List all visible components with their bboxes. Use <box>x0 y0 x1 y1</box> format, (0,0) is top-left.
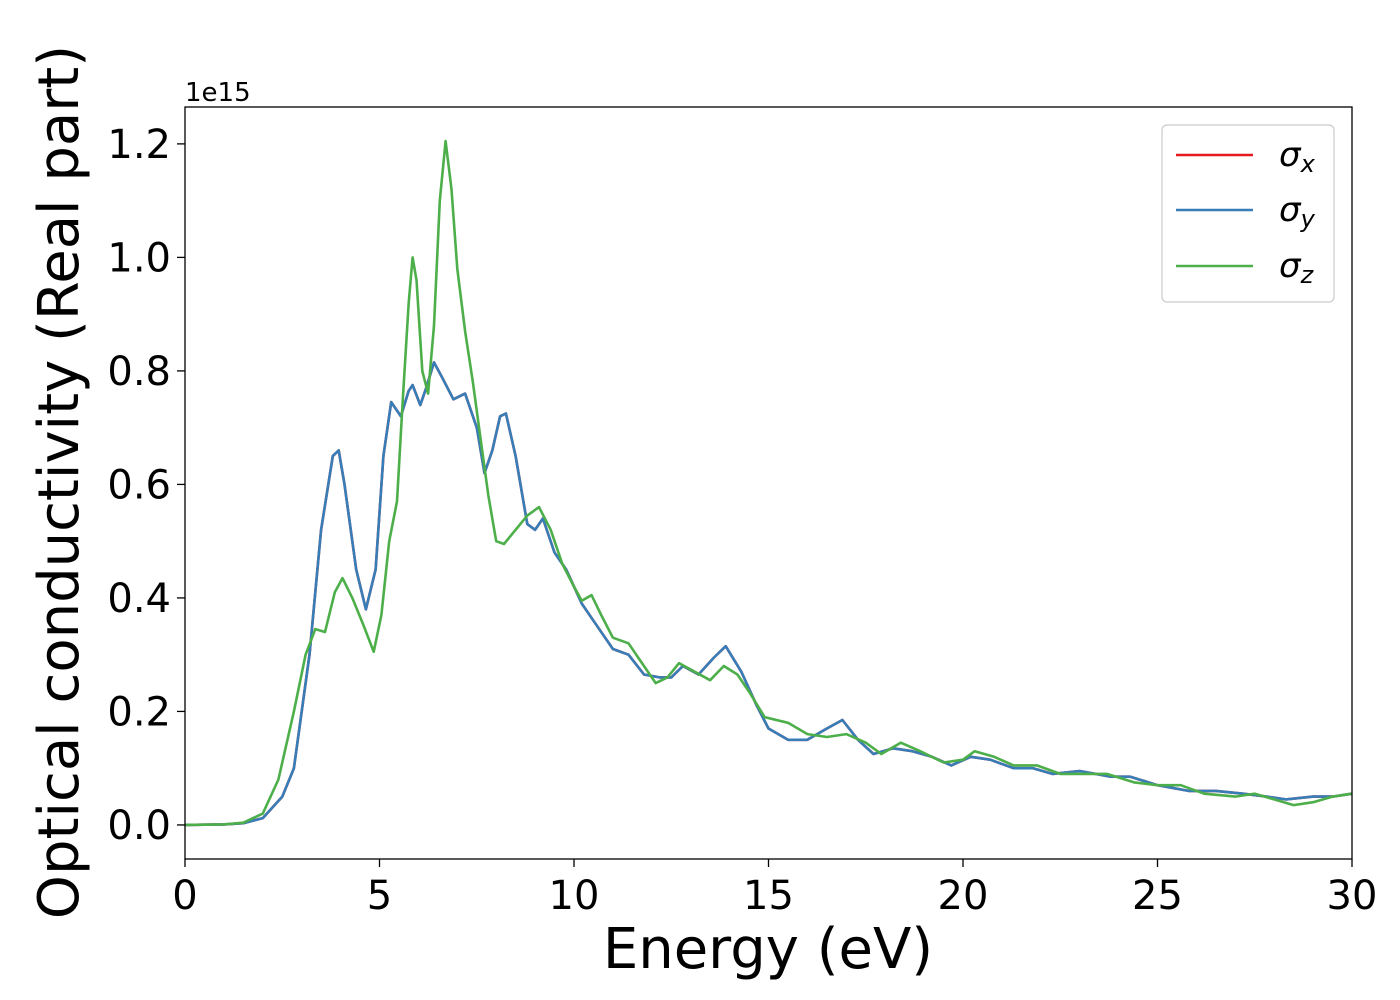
y-tick-label: 0.6 <box>107 462 171 508</box>
x-tick-label: 10 <box>549 873 600 919</box>
x-tick-label: 20 <box>938 873 989 919</box>
series-line-sigma-y <box>184 361 1353 827</box>
legend-label-sigma-x: σx <box>1279 135 1316 178</box>
tick-layer: 0 5 10 15 20 25 30 0.0 0.2 0.4 0.6 0.8 1.0 1.2 <box>107 122 1377 919</box>
legend-box <box>1161 124 1335 303</box>
series-line-sigma-z <box>184 139 1353 827</box>
y-offset-label: 1e15 <box>185 78 251 108</box>
x-tick-label: 5 <box>367 873 392 919</box>
y-tick-label: 1.2 <box>107 122 171 168</box>
x-tick-label: 25 <box>1132 873 1183 919</box>
legend: σx σy σz <box>1161 124 1335 303</box>
y-tick-label: 1.0 <box>107 235 171 281</box>
y-tick-label: 0.8 <box>107 349 171 395</box>
x-tick-label: 0 <box>172 873 197 919</box>
series-layer <box>184 139 1353 827</box>
y-tick-label: 0.2 <box>107 689 171 735</box>
legend-label-sigma-z: σz <box>1279 246 1315 289</box>
x-tick-label: 15 <box>743 873 794 919</box>
y-tick-label: 0.0 <box>107 803 171 849</box>
y-axis-title: Optical conductivity (Real part) <box>27 45 92 919</box>
y-tick-label: 0.4 <box>107 576 171 622</box>
legend-label-sigma-y: σy <box>1279 190 1316 233</box>
x-tick-label: 30 <box>1327 873 1378 919</box>
x-axis-title: Energy (eV) <box>603 917 933 982</box>
